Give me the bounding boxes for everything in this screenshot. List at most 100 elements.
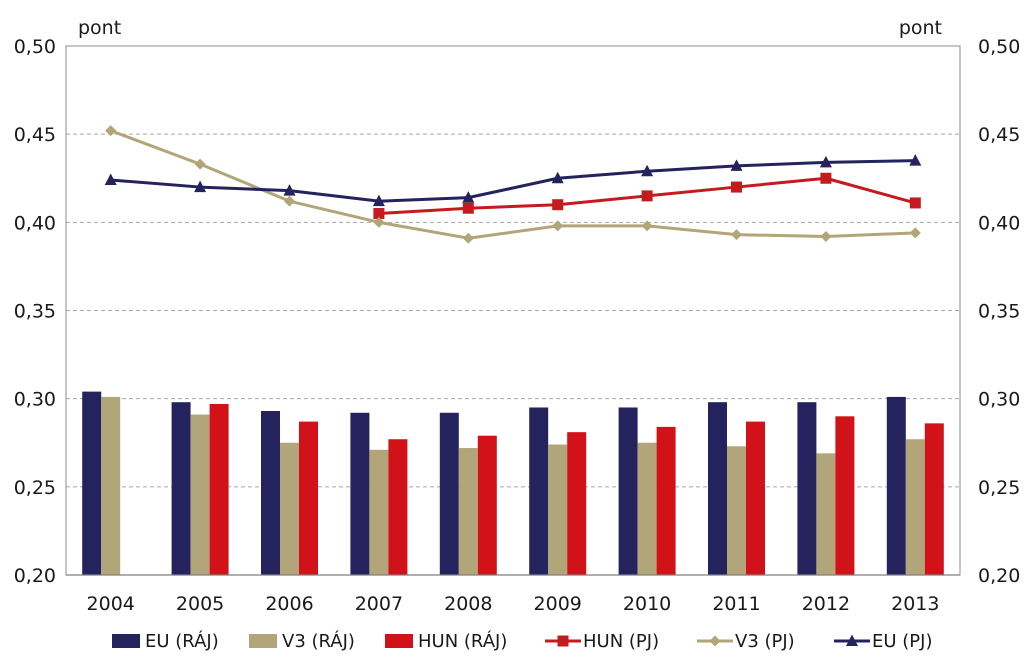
line-marks bbox=[104, 125, 922, 244]
bar bbox=[656, 426, 676, 575]
bar bbox=[924, 423, 944, 575]
data-point bbox=[462, 232, 474, 244]
bar bbox=[261, 411, 280, 575]
bar bbox=[101, 396, 121, 575]
legend-marker bbox=[846, 634, 858, 646]
bar bbox=[458, 448, 478, 575]
x-tick-label: 2004 bbox=[87, 593, 135, 615]
bar bbox=[567, 432, 587, 575]
data-point bbox=[909, 154, 922, 166]
bar bbox=[835, 416, 855, 575]
x-tick-label: 2010 bbox=[623, 593, 671, 615]
bar bbox=[727, 446, 746, 575]
bar bbox=[388, 439, 408, 575]
legend-label: HUN (PJ) bbox=[583, 631, 659, 652]
x-tick-label: 2006 bbox=[265, 593, 313, 615]
legend-label: HUN (RÁJ) bbox=[418, 630, 507, 652]
data-point bbox=[104, 173, 117, 186]
bar bbox=[477, 435, 497, 575]
bar bbox=[637, 442, 657, 575]
bar bbox=[280, 442, 299, 575]
data-point bbox=[284, 195, 295, 207]
data-point bbox=[641, 220, 653, 232]
bar bbox=[82, 391, 102, 575]
x-tick-label: 2009 bbox=[534, 593, 582, 615]
legend-swatch bbox=[385, 634, 413, 648]
x-tick-label: 2008 bbox=[444, 593, 492, 615]
bar bbox=[905, 439, 925, 575]
data-point bbox=[283, 184, 296, 196]
y-right-tick-label: 0,25 bbox=[978, 477, 1020, 499]
data-point bbox=[462, 202, 474, 214]
bar-marks bbox=[82, 391, 944, 575]
bar bbox=[369, 449, 389, 575]
axes bbox=[65, 45, 961, 576]
data-point bbox=[909, 197, 921, 209]
data-point bbox=[194, 158, 206, 170]
y-right-tick-label: 0,50 bbox=[978, 36, 1020, 58]
x-tick-label: 2013 bbox=[891, 593, 939, 615]
y-right-tick-label: 0,45 bbox=[978, 124, 1020, 146]
data-point bbox=[462, 191, 475, 203]
series-line bbox=[110, 129, 916, 240]
y-right-tick-label: 0,20 bbox=[978, 565, 1020, 587]
data-point bbox=[820, 230, 832, 242]
data-point bbox=[819, 155, 832, 168]
bar bbox=[350, 412, 370, 575]
y-right-unit-label: pont bbox=[899, 17, 942, 39]
data-point bbox=[551, 171, 564, 184]
bar bbox=[190, 414, 210, 575]
y-left-tick-label: 0,50 bbox=[14, 36, 56, 58]
data-point bbox=[552, 220, 564, 232]
x-tick-label: 2007 bbox=[355, 593, 403, 615]
legend-swatch bbox=[112, 634, 140, 648]
bar bbox=[299, 421, 318, 575]
legend-label: V3 (RÁJ) bbox=[282, 630, 355, 652]
bar bbox=[209, 403, 229, 575]
legend-swatch bbox=[249, 634, 277, 648]
bar bbox=[548, 444, 568, 575]
y-right-tick-label: 0,40 bbox=[978, 212, 1020, 234]
bar bbox=[708, 402, 727, 575]
bar bbox=[529, 407, 549, 575]
legend-label: EU (PJ) bbox=[872, 631, 932, 652]
y-left-tick-label: 0,35 bbox=[14, 301, 56, 323]
legend-marker bbox=[709, 635, 721, 647]
series-line bbox=[110, 159, 916, 203]
y-left-unit-label: pont bbox=[78, 17, 121, 39]
data-point bbox=[373, 208, 385, 220]
y-left-tick-label: 0,25 bbox=[14, 477, 56, 499]
bar bbox=[886, 396, 906, 575]
bar bbox=[171, 402, 191, 575]
data-point bbox=[731, 181, 742, 193]
bar bbox=[746, 421, 765, 575]
legend-marker bbox=[557, 635, 569, 647]
y-left-tick-label: 0,20 bbox=[14, 565, 56, 587]
data-point bbox=[194, 180, 207, 193]
x-tick-label: 2005 bbox=[176, 593, 224, 615]
data-point bbox=[105, 125, 117, 137]
bar bbox=[797, 402, 817, 575]
data-point bbox=[552, 199, 564, 211]
legend: EU (RÁJ) V3 (RÁJ) HUN (RÁJ) HUN (PJ) V3 (PJ)… bbox=[112, 630, 932, 652]
bar bbox=[618, 407, 638, 575]
bar bbox=[439, 412, 459, 575]
data-point bbox=[731, 229, 742, 241]
y-left-tick-label: 0,45 bbox=[14, 124, 56, 146]
data-point bbox=[909, 227, 921, 239]
legend-label: V3 (PJ) bbox=[735, 631, 795, 652]
data-point bbox=[641, 190, 653, 202]
y-right-tick-label: 0,35 bbox=[978, 301, 1020, 323]
data-point bbox=[373, 216, 385, 228]
y-left-tick-label: 0,30 bbox=[14, 389, 56, 411]
x-tick-label: 2011 bbox=[712, 593, 760, 615]
x-tick-label: 2012 bbox=[802, 593, 850, 615]
data-point bbox=[372, 194, 385, 207]
tick-labels: 0,20 0,20 0,25 0,25 0,30 0,30 0,35 0,35 0,40 0,40… bbox=[14, 36, 1021, 615]
data-point bbox=[820, 172, 832, 184]
bar bbox=[816, 453, 836, 575]
data-point bbox=[641, 164, 654, 177]
y-right-tick-label: 0,30 bbox=[978, 389, 1020, 411]
